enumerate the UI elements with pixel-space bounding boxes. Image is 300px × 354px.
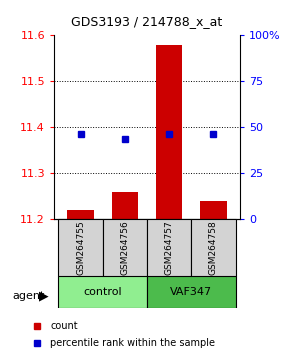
Text: GSM264755: GSM264755 (76, 221, 85, 275)
FancyBboxPatch shape (147, 219, 191, 276)
Bar (200, 201, 227, 219)
Text: GSM264756: GSM264756 (120, 221, 129, 275)
Text: count: count (50, 321, 78, 331)
Text: GSM264758: GSM264758 (209, 221, 218, 275)
Text: VAF347: VAF347 (170, 287, 212, 297)
FancyBboxPatch shape (103, 219, 147, 276)
Text: ▶: ▶ (39, 289, 48, 302)
Bar (67, 210, 94, 219)
FancyBboxPatch shape (58, 219, 103, 276)
Bar (112, 192, 138, 219)
FancyBboxPatch shape (147, 276, 236, 308)
Text: percentile rank within the sample: percentile rank within the sample (50, 338, 215, 348)
FancyBboxPatch shape (58, 276, 147, 308)
Text: agent: agent (12, 291, 44, 301)
Text: control: control (83, 287, 122, 297)
FancyBboxPatch shape (191, 219, 236, 276)
Bar (156, 45, 182, 219)
Text: GSM264757: GSM264757 (165, 221, 174, 275)
Text: GDS3193 / 214788_x_at: GDS3193 / 214788_x_at (71, 15, 223, 28)
